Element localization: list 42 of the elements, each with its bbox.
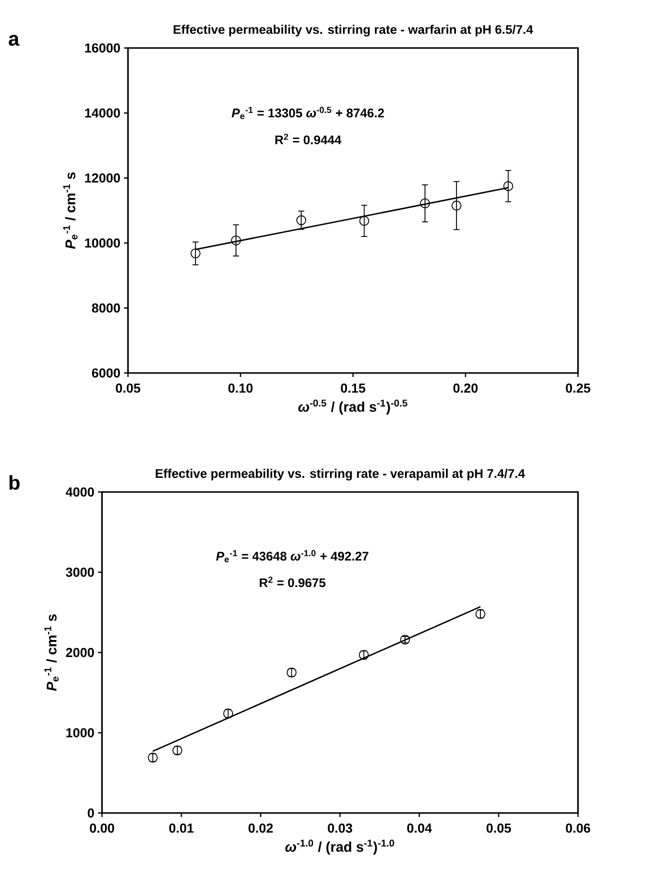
y-tick-label: 4000 bbox=[66, 487, 94, 497]
y-tick-label: 2000 bbox=[66, 648, 94, 658]
point bbox=[296, 215, 306, 226]
y-tick-label: 10000 bbox=[85, 238, 120, 248]
chart-title: Effective permeability vs. stirring rate - warfarin at pH 6.5/7.4 bbox=[174, 24, 534, 36]
y-tick-label: 14000 bbox=[85, 108, 120, 118]
point bbox=[420, 198, 430, 208]
text: a bbox=[8, 34, 20, 46]
point bbox=[231, 235, 241, 246]
y-tick-label: 0 bbox=[88, 808, 94, 818]
point bbox=[503, 181, 514, 192]
y-axis-title: P$_{e}$$^{-1}$ / cm$^{-1}$ s bbox=[63, 172, 78, 249]
point bbox=[359, 216, 370, 226]
y-tick-label: 12000 bbox=[85, 173, 120, 183]
x-tick-label: 0.05 bbox=[486, 824, 511, 833]
annotation: R$^{2}$ = 0.9675 bbox=[260, 576, 326, 588]
x-tick-label: 0.04 bbox=[407, 824, 432, 833]
y-tick-label: 16000 bbox=[85, 43, 120, 53]
chart-title: Effective permeability vs. stirring rate - verapamil at pH 7.4/7.4 bbox=[156, 468, 525, 480]
y-tick-label: 8000 bbox=[92, 303, 120, 313]
x-axis-title: ω$^{-1.0}$ / (rad s$^{-1}$)$^{-1.0}$ bbox=[285, 840, 394, 855]
x-tick-label: 0.00 bbox=[90, 824, 114, 833]
x-tick-label: 0.02 bbox=[248, 824, 273, 833]
x-tick-label: 0.05 bbox=[116, 384, 140, 393]
x-tick-label: 0.03 bbox=[328, 824, 352, 833]
text: b bbox=[10, 475, 20, 490]
y-tick-label: 6000 bbox=[92, 368, 120, 378]
annotation: P$_{e}$$^{-1}$ = 13305 ω$^{-0.5}$ + 8746.2 bbox=[232, 106, 384, 120]
x-tick-label: 0.20 bbox=[453, 384, 478, 393]
x-tick-label: 0.06 bbox=[566, 824, 590, 833]
y-tick-label: 1000 bbox=[66, 728, 94, 738]
point bbox=[190, 248, 200, 258]
x-tick-label: 0.15 bbox=[340, 384, 366, 393]
x-tick-label: 0.01 bbox=[169, 824, 194, 833]
y-tick-label: 3000 bbox=[66, 568, 94, 577]
x-tick-label: 0.10 bbox=[228, 384, 253, 393]
annotation: R$^{2}$ = 0.9444 bbox=[275, 134, 342, 144]
y-axis-title: P$_{e}$$^{-1}$ / cm$^{-1}$ s bbox=[44, 614, 59, 691]
x-axis-title: ω$^{-0.5}$ / (rad s$^{-1}$)$^{-0.5}$ bbox=[298, 400, 408, 415]
x-tick-label: 0.25 bbox=[566, 384, 590, 393]
annotation: P$_{e}$$^{-1}$ = 43648 ω$^{-1.0}$ + 492.27 bbox=[216, 550, 368, 562]
point bbox=[452, 200, 462, 211]
